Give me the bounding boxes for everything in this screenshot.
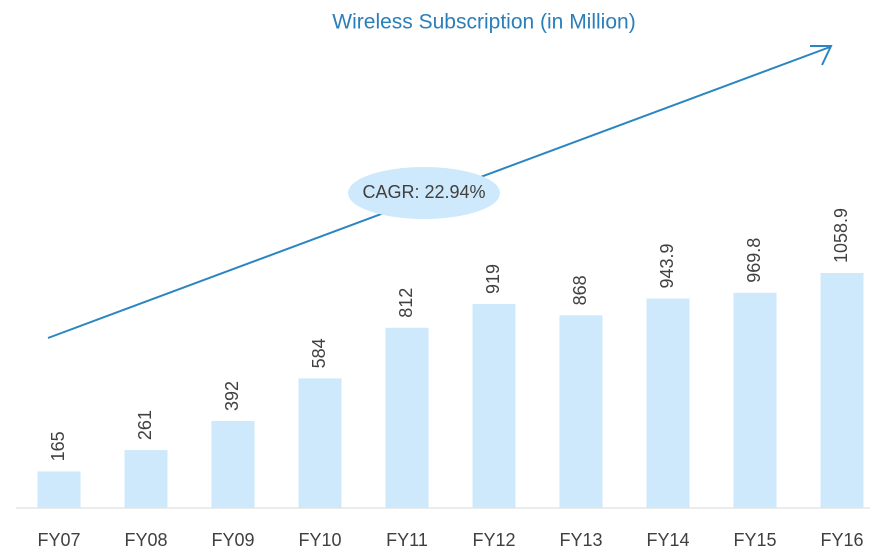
- x-tick-label: FY08: [124, 530, 167, 550]
- bar: [733, 292, 777, 508]
- x-tick-label: FY13: [559, 530, 602, 550]
- bar: [385, 327, 429, 508]
- value-label: 165: [48, 431, 68, 461]
- value-label: 919: [483, 264, 503, 294]
- x-tick-label: FY15: [733, 530, 776, 550]
- bar: [211, 421, 255, 508]
- x-tick-label: FY16: [820, 530, 863, 550]
- chart-title: Wireless Subscription (in Million): [332, 11, 635, 34]
- annotation: CAGR: 22.94%: [362, 182, 485, 202]
- x-tick-label: FY14: [646, 530, 689, 550]
- bar: [472, 304, 516, 508]
- arrow-head: [810, 45, 833, 66]
- value-label: 261: [135, 410, 155, 440]
- x-tick-label: FY11: [386, 530, 428, 550]
- value-label: 1058.9: [831, 208, 851, 263]
- x-tick-label: FY12: [472, 530, 515, 550]
- bar: [646, 298, 690, 508]
- bar: [559, 315, 603, 508]
- bar: [37, 471, 81, 508]
- bar: [298, 378, 342, 508]
- value-label: 812: [396, 288, 416, 318]
- annotation-bubble: [348, 167, 500, 219]
- value-label: 943.9: [657, 243, 677, 288]
- x-tick-label: FY07: [37, 530, 80, 550]
- value-label: 969.8: [744, 238, 764, 283]
- bar: [820, 273, 864, 508]
- value-label: 392: [222, 381, 242, 411]
- value-label: 868: [570, 275, 590, 305]
- x-tick-label: FY09: [211, 530, 254, 550]
- bar: [124, 450, 168, 508]
- x-tick-label: FY10: [298, 530, 341, 550]
- value-label: 584: [309, 338, 329, 368]
